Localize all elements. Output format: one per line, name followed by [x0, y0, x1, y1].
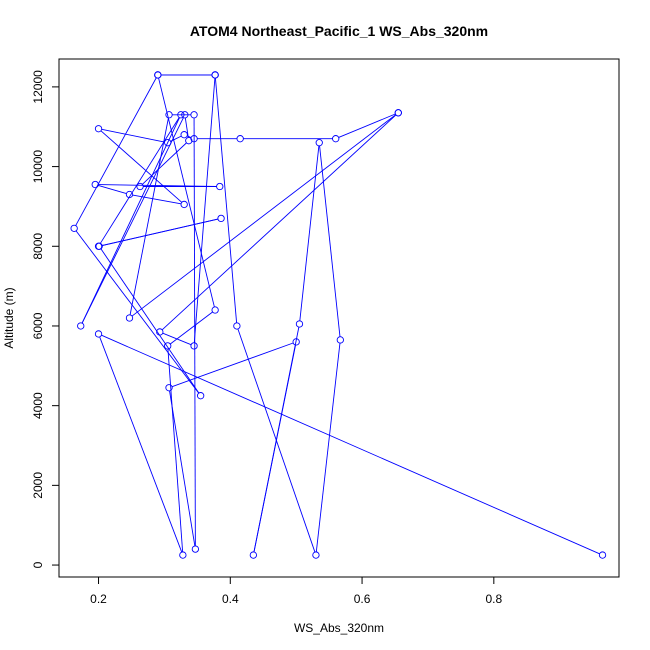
data-point	[216, 182, 224, 191]
series-segment	[100, 248, 200, 394]
chart-title: ATOM4 Northeast_Pacific_1 WS_Abs_320nm	[190, 23, 488, 39]
data-point	[77, 322, 85, 330]
data-point	[164, 139, 172, 147]
series-segment	[186, 135, 192, 138]
data-point	[190, 111, 198, 119]
data-point	[180, 200, 188, 209]
y-tick-label: 2000	[31, 472, 45, 499]
data-point	[191, 545, 200, 553]
series-segment	[315, 343, 341, 552]
series-segment	[319, 145, 341, 337]
series-segment	[161, 114, 397, 331]
data-point	[177, 111, 185, 119]
series-segment	[162, 332, 192, 346]
series-segment	[184, 117, 189, 138]
y-tick-label: 6000	[31, 312, 45, 339]
series-segment	[299, 145, 320, 321]
series-segment	[132, 194, 182, 205]
series-segment	[193, 117, 196, 546]
series-segment	[214, 78, 238, 323]
y-tick-label: 8000	[31, 233, 45, 260]
data-point	[236, 135, 244, 143]
data-point	[217, 214, 225, 223]
y-axis-label: Altitude (m)	[2, 287, 16, 348]
series-segment	[142, 142, 187, 185]
data-point	[315, 139, 323, 147]
series-segment	[171, 342, 294, 388]
data-point	[211, 306, 219, 314]
data-point	[180, 131, 188, 139]
data-point	[598, 551, 607, 559]
data-point	[136, 182, 144, 191]
series-segment	[101, 128, 165, 143]
series-segment	[75, 77, 157, 226]
x-axis: 0.2 0.4 0.6 0.8	[90, 576, 502, 606]
data-point	[394, 109, 402, 117]
series-segment	[158, 77, 215, 308]
series-segment	[169, 390, 196, 547]
y-tick-label: 0	[31, 561, 45, 568]
data-point	[125, 190, 134, 199]
series-segment	[98, 184, 217, 187]
data-point	[332, 135, 340, 143]
data-point	[164, 342, 172, 350]
data-point	[295, 320, 304, 328]
series-segment	[81, 117, 180, 324]
data-point	[165, 111, 173, 119]
x-tick-label: 0.2	[90, 592, 107, 606]
series-segment	[253, 344, 296, 553]
data-point	[292, 338, 300, 346]
data-point	[94, 125, 103, 133]
data-point	[91, 180, 99, 189]
data-point	[181, 111, 189, 119]
series-segment	[99, 117, 180, 244]
series-segment	[81, 117, 184, 324]
data-point	[70, 224, 78, 232]
data-point	[154, 71, 162, 79]
data-point	[312, 551, 320, 559]
series-segment	[99, 336, 183, 553]
data-point	[190, 135, 198, 143]
series-segment	[170, 135, 182, 142]
data-point	[125, 314, 134, 322]
series-segment	[98, 184, 127, 195]
series-segment	[131, 114, 397, 317]
data-point	[190, 342, 198, 350]
x-tick-label: 0.6	[354, 592, 371, 606]
data-point	[165, 384, 173, 392]
series-segment	[129, 117, 169, 315]
series-segment	[167, 349, 184, 552]
data-point	[233, 322, 241, 330]
y-tick-label: 10000	[31, 150, 45, 184]
data-point	[94, 242, 103, 250]
y-tick-label: 4000	[31, 392, 45, 419]
series-segment	[193, 78, 216, 343]
data-point	[249, 551, 258, 559]
x-axis-label: WS_Abs_320nm	[294, 621, 384, 635]
y-tick-label: 12000	[31, 70, 45, 104]
data-point	[196, 392, 205, 400]
data-point	[211, 71, 219, 79]
series-layer	[70, 71, 607, 559]
data-point	[336, 336, 344, 344]
series-segment	[338, 113, 396, 138]
data-point	[94, 330, 103, 338]
series-segment	[100, 130, 183, 203]
data-point	[179, 551, 187, 559]
y-axis: 0 2000 4000 6000 8000 10000 12000	[31, 70, 60, 568]
data-point	[156, 328, 164, 336]
x-tick-label: 0.8	[485, 592, 502, 606]
data-point	[185, 137, 193, 145]
x-tick-label: 0.4	[222, 592, 239, 606]
